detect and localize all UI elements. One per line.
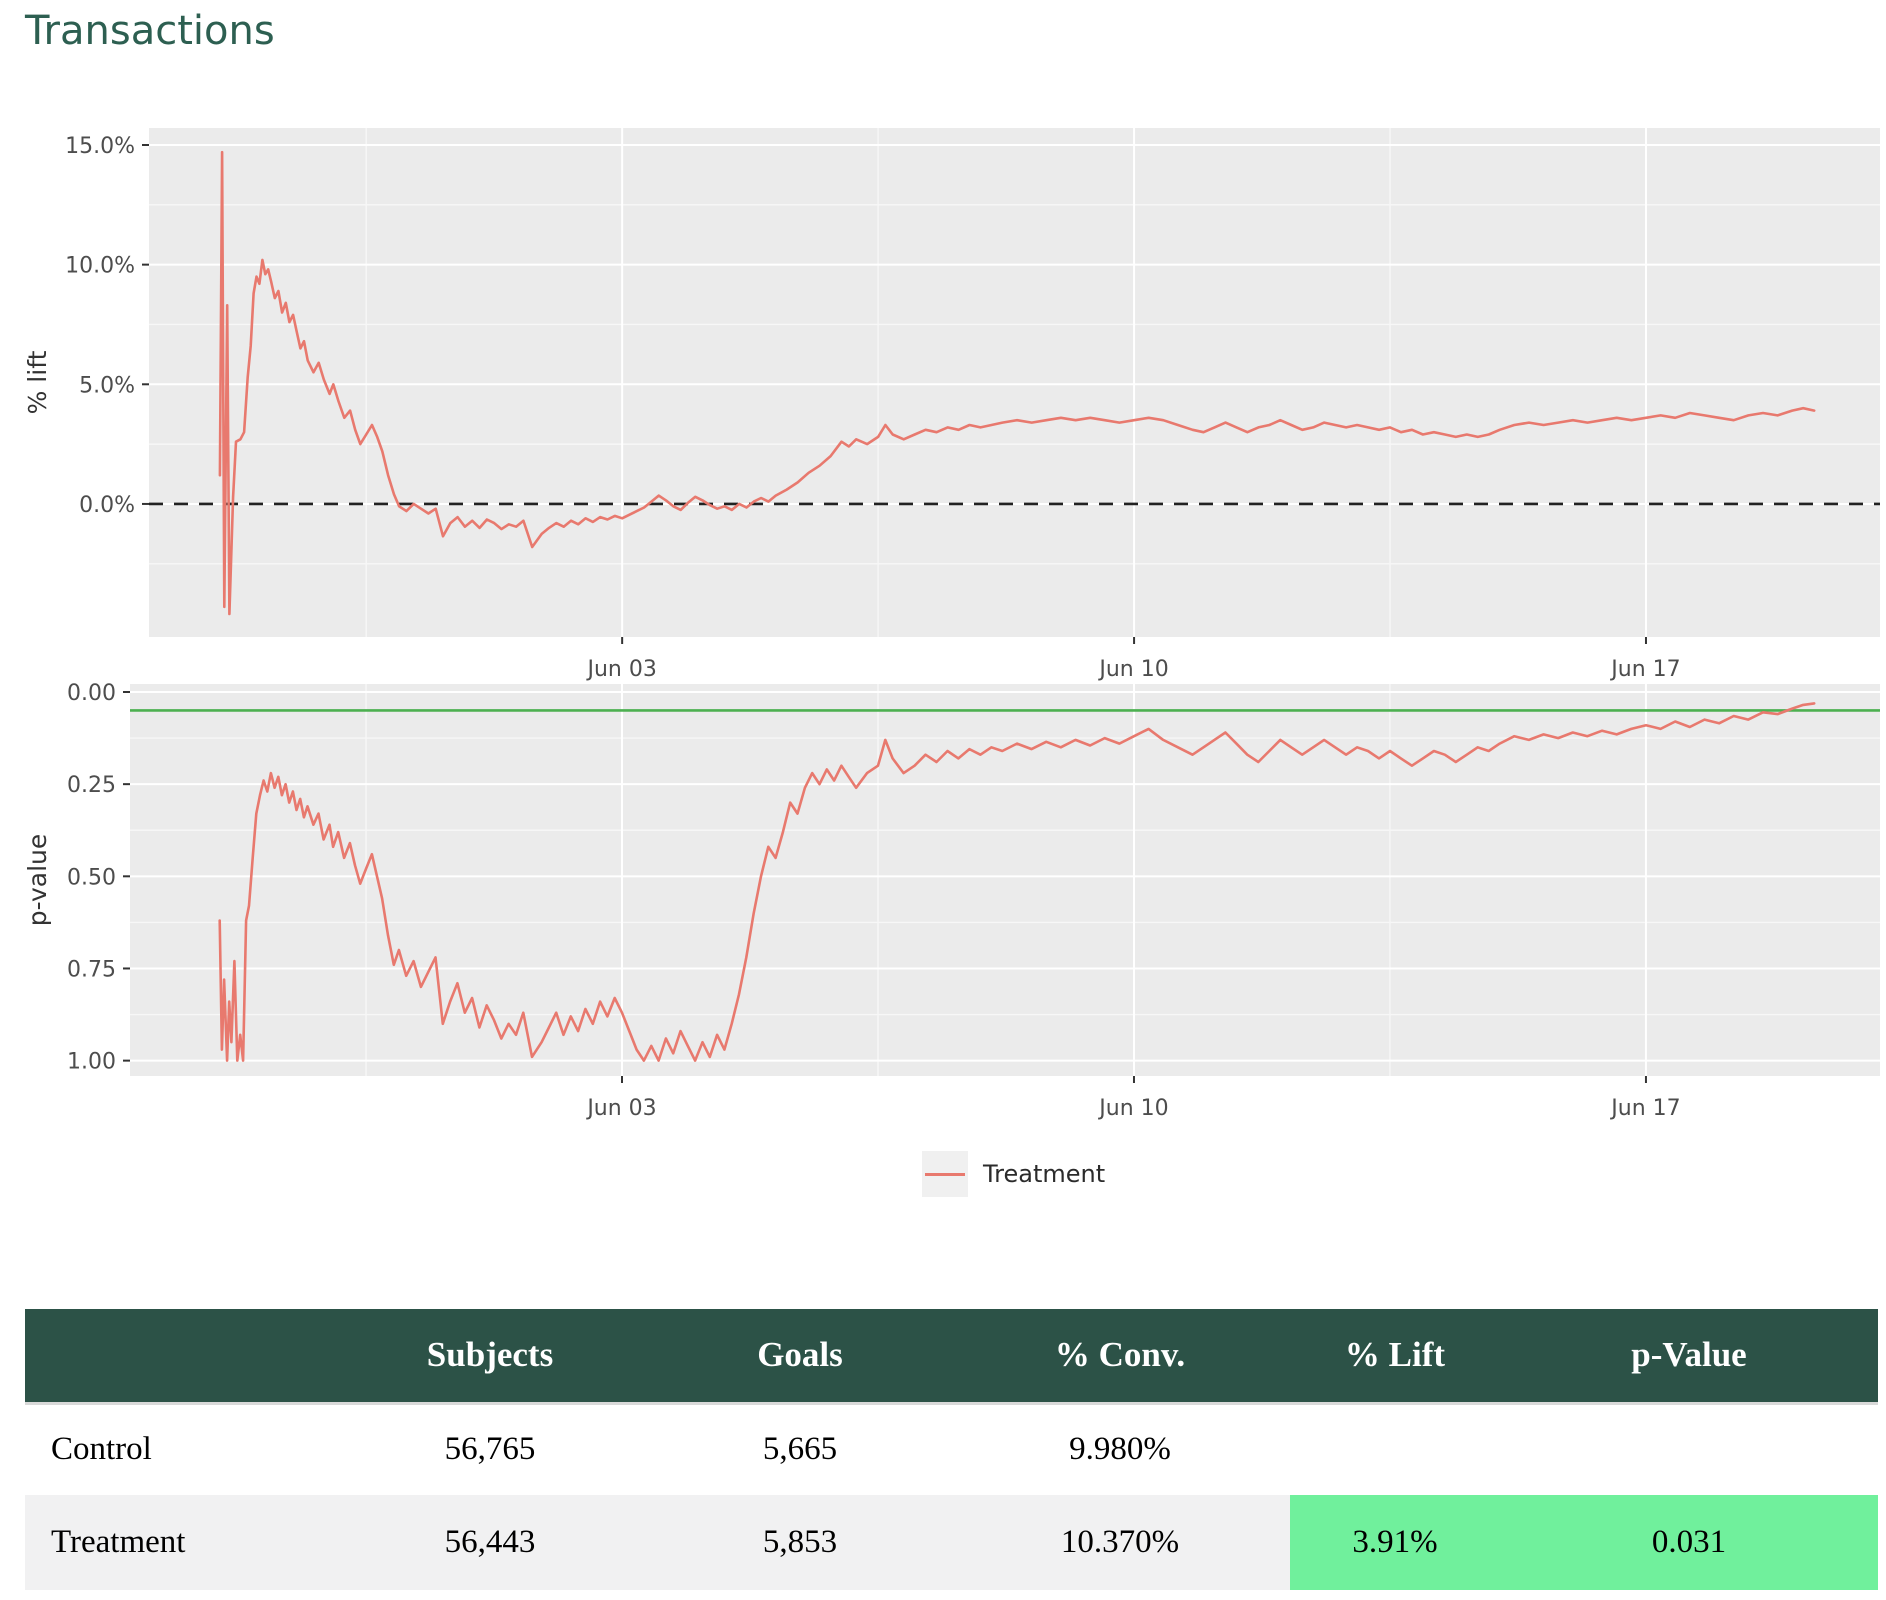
results-table: Subjects Goals% Conv.% Lift p-Value Contro…: [25, 1309, 1878, 1590]
col-header-empty: [25, 1309, 330, 1405]
y-tick-label: 5.0%: [79, 373, 135, 398]
page-title: Transactions: [25, 8, 275, 54]
y-tick-label: 10.0%: [65, 254, 135, 279]
row-label-control: Control: [51, 1431, 152, 1468]
legend: Treatment: [922, 1150, 1105, 1198]
y-tick-label: 0.00: [67, 681, 116, 706]
y-axis-title: p-value: [23, 834, 52, 927]
y-axis-title: % lift: [23, 350, 52, 414]
lift-cell-control: [1290, 1403, 1500, 1495]
pvalue-chart: 0.00 0.25 0.50 0.75 1.00 Jun 03 Jun 10 Jun 17 p-…: [23, 681, 1880, 1121]
col-header-pvalue: p-Value: [1500, 1309, 1878, 1405]
goals-cell-control: 5,665: [762, 1431, 838, 1468]
y-tick-label: 0.50: [67, 865, 116, 890]
table-row-treatment: Treatment 56,443 5,853 10.370% 3.91% 0.031: [25, 1495, 1878, 1590]
goals-cell-treatment: 5,853: [762, 1524, 838, 1560]
series-line-treatment: [218, 150, 1816, 616]
conv-cell-control: 9.980%: [1069, 1431, 1171, 1468]
col-header-goals: Goals: [650, 1309, 950, 1405]
x-tick-label: Jun 10: [1097, 657, 1168, 682]
conv-cell-treatment: 10.370%: [1060, 1524, 1180, 1560]
legend-label: Treatment: [983, 1160, 1106, 1188]
treatment-line-swatch: [925, 1172, 965, 1176]
x-tick-label: Jun 10: [1097, 1096, 1168, 1121]
y-tick-label: 0.25: [67, 773, 116, 798]
col-header-subjects: Subjects: [330, 1309, 650, 1405]
x-tick-label: Jun 17: [1609, 657, 1680, 682]
lift-cell-treatment: 3.91%: [1290, 1495, 1500, 1590]
pvalue-cell-control: [1500, 1403, 1878, 1495]
results-header-row: Subjects Goals% Conv.% Lift p-Value: [25, 1309, 1878, 1405]
pvalue-cell-treatment: 0.031: [1500, 1495, 1878, 1590]
plot-panel: [130, 684, 1880, 1076]
subjects-cell-treatment: 56,443: [444, 1524, 536, 1560]
table-row-control: Control 56,765 5,665 9.980%: [25, 1403, 1878, 1495]
lift-chart: 0.0% 5.0% 10.0% 15.0% Jun 03 Jun 10 Jun 17 % li…: [23, 128, 1880, 682]
col-header-lift: % Lift: [1290, 1309, 1500, 1405]
y-tick-label: 1.00: [67, 1050, 116, 1075]
col-header-conv: % Conv.: [950, 1309, 1290, 1405]
plot-panel: [149, 128, 1880, 637]
y-tick-label: 15.0%: [65, 134, 135, 159]
row-label-treatment: Treatment: [51, 1524, 186, 1560]
x-tick-label: Jun 17: [1609, 1096, 1680, 1121]
results-table-head: Subjects Goals% Conv.% Lift p-Value: [25, 1309, 1878, 1405]
results-table-body: Control 56,765 5,665 9.980% Treatment 56,443 5…: [25, 1403, 1878, 1590]
series-line-treatment: [218, 702, 1816, 1062]
y-tick-label: 0.75: [67, 957, 116, 982]
x-tick-label: Jun 03: [585, 657, 656, 682]
legend-key: [922, 1151, 968, 1197]
subjects-cell-control: 56,765: [444, 1431, 536, 1468]
x-tick-label: Jun 03: [585, 1096, 656, 1121]
y-tick-label: 0.0%: [79, 493, 135, 518]
